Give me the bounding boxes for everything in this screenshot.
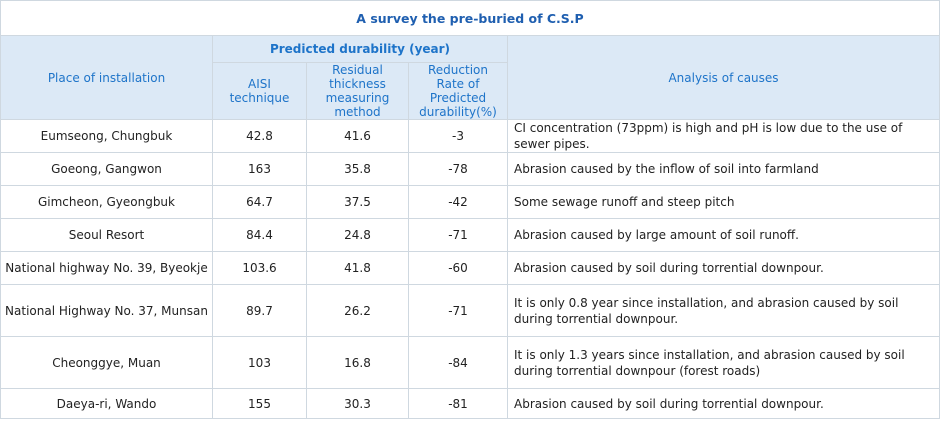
cell-residual: 30.3: [306, 388, 409, 419]
cell-residual: 37.5: [306, 185, 409, 219]
cell-residual: 41.6: [306, 119, 409, 153]
table-row: Daeya-ri, Wando 155 30.3 -81 Abrasion ca…: [0, 388, 940, 419]
table-row: National Highway No. 37, Munsan 89.7 26.…: [0, 284, 940, 337]
table-row: Gimcheon, Gyeongbuk 64.7 37.5 -42 Some s…: [0, 185, 940, 219]
header-durability-group: Predicted durability (year): [212, 35, 508, 63]
cell-aisi: 42.8: [212, 119, 307, 153]
cell-reduction: -71: [408, 284, 508, 337]
cell-aisi: 103: [212, 336, 307, 389]
cell-place: Cheonggye, Muan: [0, 336, 213, 389]
cell-analysis: Abrasion caused by soil during torrentia…: [506, 251, 940, 285]
cell-analysis: Abrasion caused by large amount of soil …: [506, 218, 940, 252]
cell-reduction: -71: [408, 218, 508, 252]
cell-aisi: 103.6: [212, 251, 307, 285]
table-row: Seoul Resort 84.4 24.8 -71 Abrasion caus…: [0, 218, 940, 252]
cell-aisi: 89.7: [212, 284, 307, 337]
cell-analysis: Abrasion caused by soil during torrentia…: [506, 388, 940, 419]
header-reduction: Reduction Rate of Predicted durability(%…: [408, 62, 508, 120]
cell-residual: 41.8: [306, 251, 409, 285]
cell-place: Daeya-ri, Wando: [0, 388, 213, 419]
header-place: Place of installation: [0, 35, 213, 120]
cell-aisi: 163: [212, 152, 307, 186]
cell-place: Seoul Resort: [0, 218, 213, 252]
cell-reduction: -84: [408, 336, 508, 389]
cell-reduction: -42: [408, 185, 508, 219]
cell-aisi: 155: [212, 388, 307, 419]
cell-aisi: 64.7: [212, 185, 307, 219]
cell-reduction: -60: [408, 251, 508, 285]
cell-analysis: CI concentration (73ppm) is high and pH …: [506, 119, 940, 153]
cell-residual: 35.8: [306, 152, 409, 186]
cell-residual: 24.8: [306, 218, 409, 252]
cell-place: Goeong, Gangwon: [0, 152, 213, 186]
cell-place: Eumseong, Chungbuk: [0, 119, 213, 153]
cell-residual: 26.2: [306, 284, 409, 337]
cell-place: National Highway No. 37, Munsan: [0, 284, 213, 337]
cell-reduction: -78: [408, 152, 508, 186]
table-row: Goeong, Gangwon 163 35.8 -78 Abrasion ca…: [0, 152, 940, 186]
table-title: A survey the pre-buried of C.S.P: [0, 0, 940, 36]
cell-place: Gimcheon, Gyeongbuk: [0, 185, 213, 219]
cell-reduction: -3: [408, 119, 508, 153]
header-aisi: AISI technique: [212, 62, 307, 120]
cell-analysis: It is only 0.8 year since installation, …: [506, 284, 940, 337]
header-residual: Residual thickness measuring method: [306, 62, 409, 120]
cell-place: National highway No. 39, Byeokje: [0, 251, 213, 285]
table-row: National highway No. 39, Byeokje 103.6 4…: [0, 251, 940, 285]
table-row: Eumseong, Chungbuk 42.8 41.6 -3 CI conce…: [0, 119, 940, 153]
cell-analysis: Some sewage runoff and steep pitch: [506, 185, 940, 219]
cell-residual: 16.8: [306, 336, 409, 389]
table-row: Cheonggye, Muan 103 16.8 -84 It is only …: [0, 336, 940, 389]
cell-analysis: It is only 1.3 years since installation,…: [506, 336, 940, 389]
header-analysis: Analysis of causes: [506, 35, 940, 120]
cell-aisi: 84.4: [212, 218, 307, 252]
cell-analysis: Abrasion caused by the inflow of soil in…: [506, 152, 940, 186]
cell-reduction: -81: [408, 388, 508, 419]
